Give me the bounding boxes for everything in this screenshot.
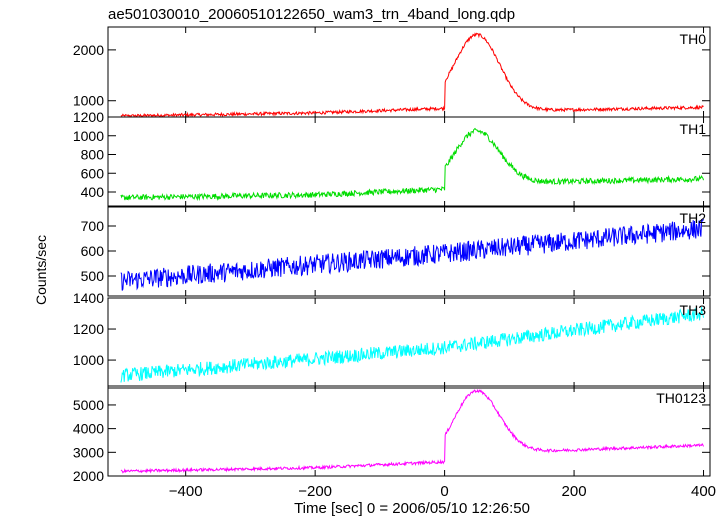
- y-tick-label: 800: [81, 147, 105, 163]
- series-label: TH0123: [656, 390, 706, 406]
- panel-th0: 1000 2000 TH0: [73, 26, 711, 118]
- y-tick-label: 3000: [73, 444, 104, 460]
- y-tick-label: 1000: [73, 93, 104, 109]
- y-tick-label: 600: [81, 165, 105, 181]
- panel-th1: 400 600 800 1000 1200 TH1: [73, 109, 711, 208]
- y-tick-label: 1400: [73, 290, 104, 306]
- series-line-th3: [120, 307, 704, 383]
- panel-th2: 500 600 700 TH2: [81, 205, 711, 297]
- x-tick-label: 0: [440, 483, 448, 500]
- y-tick-label: 1200: [73, 321, 104, 337]
- y-tick-label: 2000: [73, 42, 104, 58]
- panel-stack: 10002000TH040060080010001200TH1500600700…: [73, 26, 716, 500]
- y-tick-label: 600: [81, 243, 105, 259]
- x-tick-label: −200: [298, 483, 332, 500]
- y-tick-label: 1200: [73, 109, 104, 125]
- y-tick-label: 4000: [73, 421, 104, 437]
- series-label: TH1: [680, 121, 707, 137]
- x-tick-label: 400: [691, 483, 716, 500]
- y-tick-label: 2000: [73, 468, 104, 484]
- series-label: TH2: [680, 210, 707, 226]
- series-label: TH0: [680, 31, 707, 47]
- panel-frame: [107, 385, 711, 477]
- x-axis-label: Time [sec] 0 = 2006/05/10 12:26:50: [294, 500, 530, 516]
- y-axis-label: Counts/sec: [33, 235, 49, 305]
- panel-th3: 1000 1200 1400 TH3: [73, 290, 711, 389]
- series-line-th0: [120, 32, 704, 118]
- y-tick-label: 1000: [73, 128, 104, 144]
- chart-title: ae501030010_20060510122650_wam3_trn_4ban…: [108, 6, 515, 23]
- x-tick-label: −400: [169, 483, 203, 500]
- series-line-th1: [120, 127, 704, 202]
- y-tick-label: 1000: [73, 352, 104, 368]
- y-tick-label: 500: [81, 268, 105, 284]
- panel-frame: [107, 297, 711, 389]
- series-line-th2: [120, 218, 704, 291]
- y-tick-label: 400: [81, 184, 105, 200]
- series-line-th0123: [120, 388, 704, 474]
- x-tick-label: 200: [562, 483, 587, 500]
- y-tick-label: 5000: [73, 397, 104, 413]
- panel-frame: [107, 116, 711, 208]
- panel-th0123: 2000 3000 4000 5000 TH0123 −400 −200 0 200 400: [73, 385, 716, 500]
- y-tick-label: 700: [81, 218, 105, 234]
- series-label: TH3: [680, 302, 707, 318]
- panel-frame: [107, 26, 711, 118]
